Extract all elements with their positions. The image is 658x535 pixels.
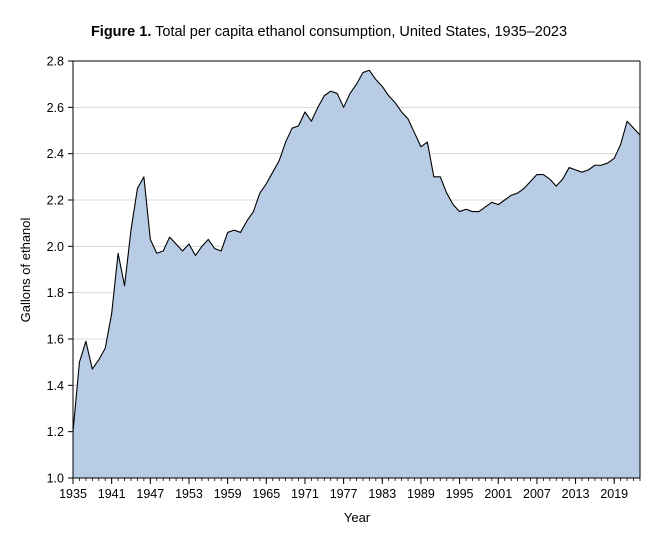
x-tick-label: 1941 xyxy=(98,487,126,501)
y-tick-label: 1.2 xyxy=(47,425,64,439)
y-tick-label: 2.4 xyxy=(47,147,64,161)
axes: 1.0 1.2 1.4 1.6 1.8 2.0 2.2 2.4 2.6 2.8 1935 1941 19… xyxy=(47,55,641,501)
y-tick-label: 2.2 xyxy=(47,194,64,208)
x-axis-label: Year xyxy=(344,510,371,525)
y-tick-label: 2.0 xyxy=(47,240,64,254)
x-tick-label: 2019 xyxy=(600,487,628,501)
y-tick-label: 1.8 xyxy=(47,286,64,300)
x-tick-label: 1977 xyxy=(330,487,358,501)
chart-title: Figure 1. Total per capita ethanol consu… xyxy=(0,24,658,40)
x-tick-label: 1989 xyxy=(407,487,435,501)
x-tick-label: 1983 xyxy=(368,487,396,501)
series-line xyxy=(72,69,641,432)
y-tick-label: 1.4 xyxy=(47,379,64,393)
x-tick-label: 1953 xyxy=(175,487,203,501)
y-tick-label: 2.6 xyxy=(47,101,64,115)
chart-title-text: Total per capita ethanol consumption, Un… xyxy=(151,24,568,40)
x-tick-label: 1995 xyxy=(446,487,474,501)
x-tick-label: 1947 xyxy=(136,487,164,501)
x-tick-label: 1959 xyxy=(214,487,242,501)
y-axis-label: Gallons of ethanol xyxy=(18,217,33,322)
data-area xyxy=(72,69,641,479)
x-tick-label: 1965 xyxy=(252,487,280,501)
y-tick-label: 1.6 xyxy=(47,333,64,347)
x-tick-label: 2007 xyxy=(523,487,551,501)
series-area-fill xyxy=(73,70,640,479)
x-tick-label: 1935 xyxy=(59,487,87,501)
chart-title-bold: Figure 1. xyxy=(90,24,152,40)
x-tick-label: 2001 xyxy=(484,487,512,501)
x-tick-label: 2013 xyxy=(562,487,590,501)
y-tick-label: 2.8 xyxy=(47,55,64,69)
x-tick-label: 1971 xyxy=(291,487,319,501)
y-tick-label: 1.0 xyxy=(47,472,64,486)
